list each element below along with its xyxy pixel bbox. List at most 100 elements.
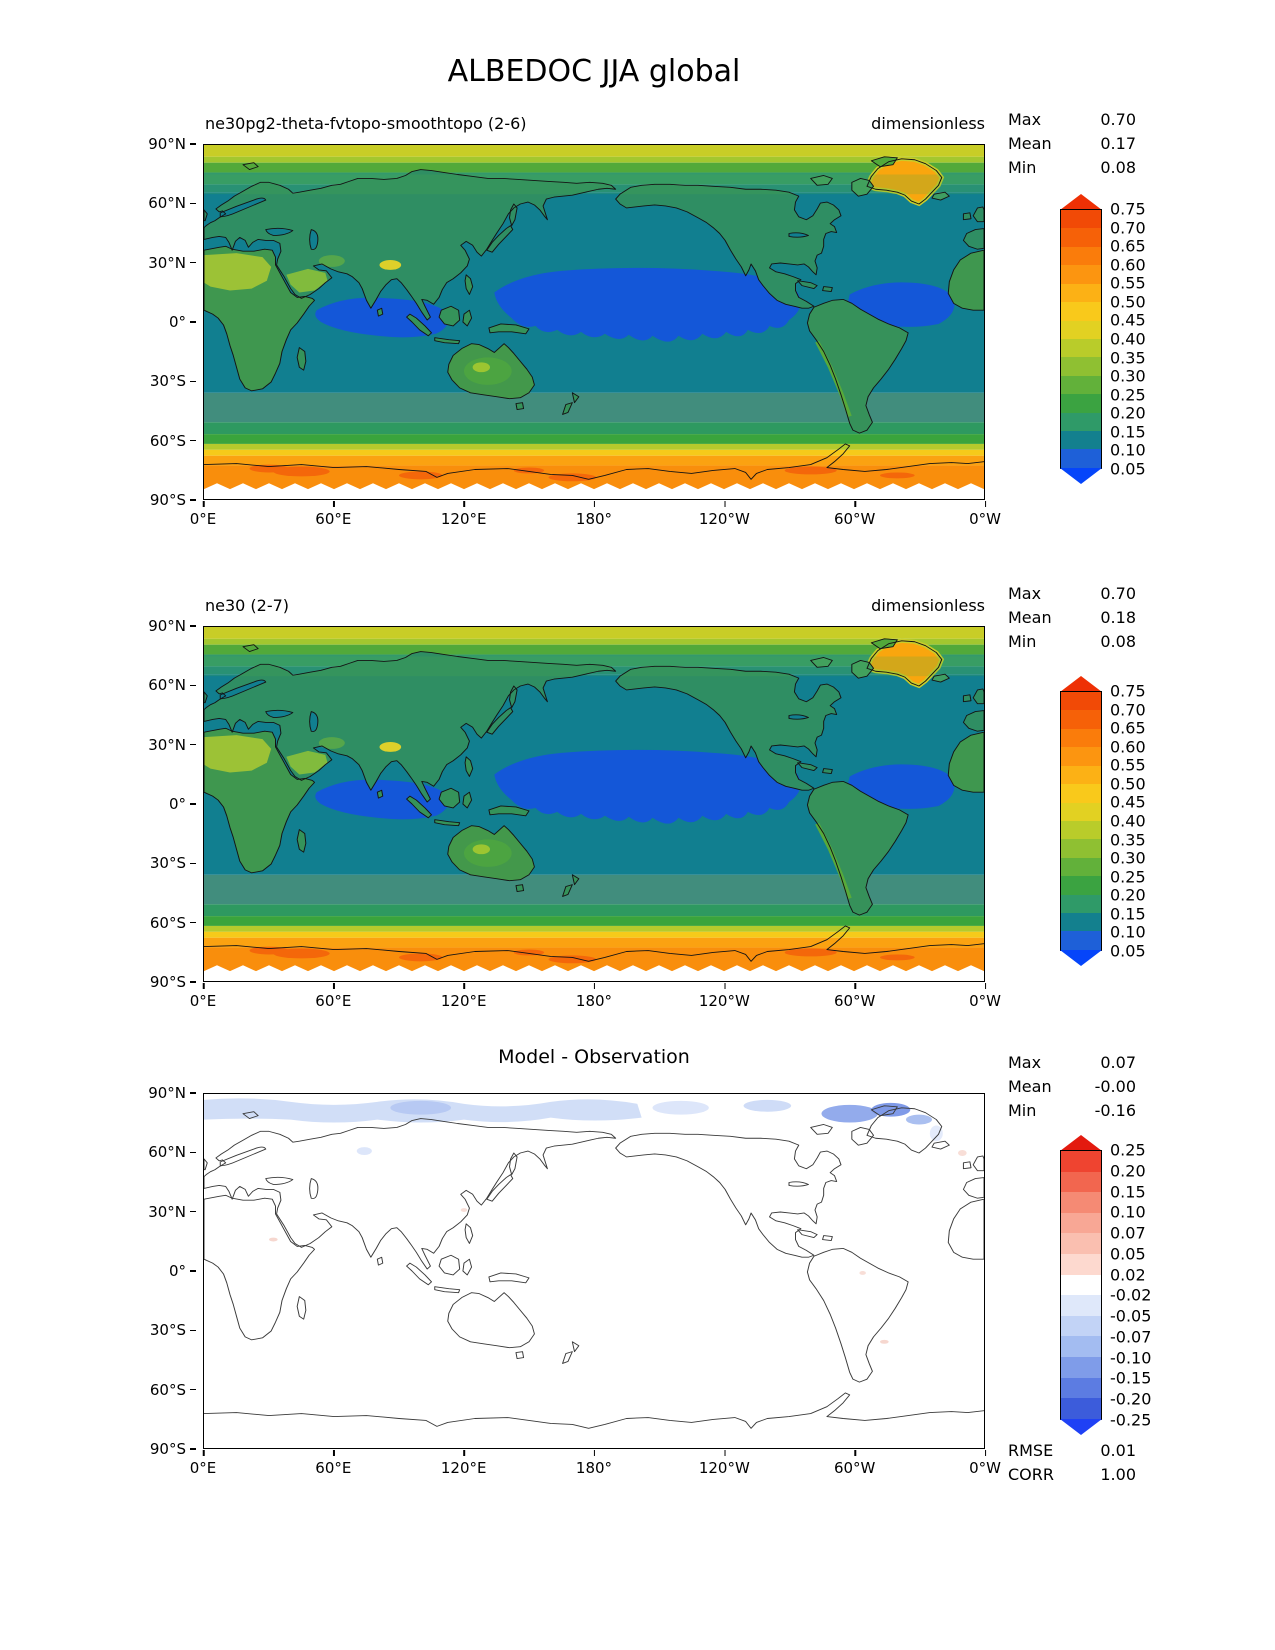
colorbar-tick-label: 0.07 xyxy=(1110,1223,1146,1243)
colorbar-albedo-1: 0.75 0.70 0.65 0.60 0.55 0.50 0.45 0.40 0.35 0.30… xyxy=(1060,194,1146,484)
y-tick-label: 0° xyxy=(168,1262,197,1280)
y-tick-label: 60°N xyxy=(148,676,196,695)
colorbar-segment xyxy=(1061,1192,1101,1213)
colorbar-min-arrow xyxy=(1060,950,1102,966)
colorbar-segment xyxy=(1061,931,1101,950)
colorbar-tick-label: 0.45 xyxy=(1110,792,1146,812)
stat-row-min: Min -0.16 xyxy=(1008,1101,1136,1125)
x-tick-label: 60°W xyxy=(833,1450,876,1477)
stat-label: Max xyxy=(1008,584,1042,603)
colorbar-tick-label: 0.05 xyxy=(1110,941,1146,961)
y-tick-label: 60°S xyxy=(149,431,197,450)
colorbar-tick-label: -0.02 xyxy=(1110,1285,1152,1305)
colorbar-tick-label: 0.50 xyxy=(1110,292,1146,312)
colorbar-segment xyxy=(1061,1315,1101,1337)
metric-row-corr: CORR 1.00 xyxy=(1008,1465,1136,1489)
panel2-stats: Max 0.70 Mean 0.18 Min 0.08 xyxy=(1008,584,1136,656)
panel2-y-axis: 90°N 60°N 30°N 0° 30°S 60°S 90°S xyxy=(90,617,197,991)
y-tick-label: 90°S xyxy=(149,973,197,991)
colorbar-ticks: 0.75 0.70 0.65 0.60 0.55 0.50 0.45 0.40 0.35 0.30… xyxy=(1110,200,1170,479)
stat-row-max: Max 0.70 xyxy=(1008,584,1136,608)
metric-row-rmse: RMSE 0.01 xyxy=(1008,1441,1136,1465)
colorbar-segment xyxy=(1061,375,1101,395)
metric-value: 1.00 xyxy=(1100,1465,1136,1484)
colorbar-segment xyxy=(1061,876,1101,895)
x-tick-label: 60°E xyxy=(315,983,352,1010)
colorbar-segment xyxy=(1061,913,1101,932)
x-tick-label: 0°W xyxy=(969,1450,1001,1477)
colorbar-tick-label: 0.10 xyxy=(1110,922,1146,942)
colorbar-tick-label: 0.60 xyxy=(1110,255,1146,275)
y-tick-label: 30°N xyxy=(148,1202,196,1221)
colorbar-ticks: 0.25 0.20 0.15 0.10 0.07 0.05 0.02 -0.02 -0.05 -0… xyxy=(1110,1141,1170,1430)
x-tick-label: 0°W xyxy=(969,983,1001,1010)
colorbar-albedo-2: 0.75 0.70 0.65 0.60 0.55 0.50 0.45 0.40 0.35 0.30… xyxy=(1060,676,1146,966)
stat-label: Mean xyxy=(1008,1077,1052,1096)
colorbar-segment xyxy=(1061,1254,1101,1275)
colorbar-tick-label: 0.35 xyxy=(1110,830,1146,850)
stat-row-mean: Mean -0.00 xyxy=(1008,1077,1136,1101)
y-tick-label: 90°N xyxy=(148,1084,196,1102)
colorbar-tick-label: -0.25 xyxy=(1110,1410,1152,1430)
y-tick-label: 60°N xyxy=(148,194,196,213)
colorbar-segment xyxy=(1061,320,1101,339)
colorbar-segment xyxy=(1061,839,1101,858)
x-tick-label: 120°E xyxy=(440,1450,487,1477)
y-tick-label: 90°S xyxy=(149,491,197,509)
panel1-units-label: dimensionless xyxy=(871,114,985,133)
colorbar-segment xyxy=(1061,228,1101,247)
colorbar-segment xyxy=(1061,338,1101,358)
x-tick-label: 0°E xyxy=(189,983,217,1010)
colorbar-segment xyxy=(1061,1151,1101,1172)
colorbar-tick-label: 0.55 xyxy=(1110,755,1146,775)
coastlines-layer xyxy=(204,1106,984,1429)
colorbar-tick-label: 0.50 xyxy=(1110,774,1146,794)
colorbar-segment xyxy=(1061,784,1101,803)
stat-label: Min xyxy=(1008,158,1037,177)
colorbar-segment xyxy=(1061,1336,1101,1358)
colorbar-tick-label: 0.10 xyxy=(1110,440,1146,460)
colorbar-segment xyxy=(1061,747,1101,766)
panel3-y-axis: 90°N 60°N 30°N 0° 30°S 60°S 90°S xyxy=(90,1084,197,1458)
colorbar-segment xyxy=(1061,692,1101,711)
x-tick-label: 0°E xyxy=(189,501,217,528)
colorbar-tick-label: -0.20 xyxy=(1110,1389,1152,1409)
x-tick-label: 60°E xyxy=(315,501,352,528)
y-tick-label: 0° xyxy=(168,313,197,331)
colorbar-max-arrow xyxy=(1060,1135,1102,1151)
colorbar-tick-label: 0.75 xyxy=(1110,681,1146,701)
stat-row-mean: Mean 0.18 xyxy=(1008,608,1136,632)
colorbar-diff: 0.25 0.20 0.15 0.10 0.07 0.05 0.02 -0.02 -0.05 -0… xyxy=(1060,1135,1151,1435)
stat-row-max: Max 0.07 xyxy=(1008,1053,1136,1077)
metrics-block: RMSE 0.01 CORR 1.00 xyxy=(1008,1441,1136,1489)
colorbar-tick-label: 0.35 xyxy=(1110,348,1146,368)
metric-value: 0.01 xyxy=(1100,1441,1136,1460)
colorbar-tick-label: 0.30 xyxy=(1110,848,1146,868)
figure-title: ALBEDOC JJA global xyxy=(447,54,741,89)
colorbar-tick-label: 0.25 xyxy=(1110,385,1146,405)
x-tick-label: 60°E xyxy=(315,1450,352,1477)
stat-row-min: Min 0.08 xyxy=(1008,632,1136,656)
colorbar-tick-label: -0.10 xyxy=(1110,1348,1152,1368)
y-tick-label: 0° xyxy=(168,795,197,813)
colorbar-min-arrow xyxy=(1060,468,1102,484)
map-panel2 xyxy=(203,626,985,982)
panel3-x-axis: 0°E 60°E 120°E 180° 120°W 60°W 0°W xyxy=(190,1450,1001,1477)
colorbar-segment xyxy=(1061,1377,1101,1399)
x-tick-label: 120°W xyxy=(698,983,750,1010)
colorbar-segment xyxy=(1061,357,1101,376)
colorbar-ticks: 0.75 0.70 0.65 0.60 0.55 0.50 0.45 0.40 0.35 0.30… xyxy=(1110,682,1170,961)
colorbar-segment xyxy=(1061,412,1101,432)
colorbar-segment xyxy=(1061,449,1101,468)
colorbar-segment xyxy=(1061,210,1101,229)
colorbar-tick-label: 0.75 xyxy=(1110,199,1146,219)
colorbar-segment xyxy=(1061,710,1101,729)
colorbar-tick-label: 0.40 xyxy=(1110,329,1146,349)
colorbar-segment xyxy=(1061,1274,1101,1296)
colorbar-segment xyxy=(1061,1357,1101,1378)
stat-row-mean: Mean 0.17 xyxy=(1008,134,1136,158)
colorbar-tick-label: -0.15 xyxy=(1110,1368,1152,1388)
metric-label: RMSE xyxy=(1008,1441,1054,1460)
x-tick-label: 0°W xyxy=(969,501,1001,528)
